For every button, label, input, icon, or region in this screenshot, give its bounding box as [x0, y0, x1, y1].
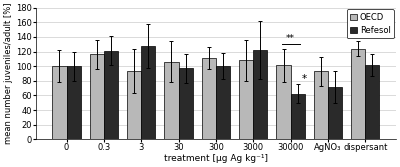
Bar	[239, 60, 253, 139]
Bar	[127, 71, 141, 139]
Y-axis label: mean number juveniles/adult [%]: mean number juveniles/adult [%]	[4, 3, 13, 144]
Bar	[164, 62, 178, 139]
Bar	[90, 54, 104, 139]
Legend: OECD, Refesol: OECD, Refesol	[347, 9, 394, 38]
Text: *: *	[302, 74, 307, 84]
Bar	[253, 50, 268, 139]
Text: **: **	[286, 35, 295, 43]
Bar	[202, 58, 216, 139]
Bar	[104, 51, 118, 139]
X-axis label: treatment [μg Ag kg⁻¹]: treatment [μg Ag kg⁻¹]	[164, 154, 268, 163]
Bar	[351, 49, 365, 139]
Bar	[178, 68, 193, 139]
Bar	[276, 65, 290, 139]
Bar	[52, 66, 66, 139]
Bar	[328, 87, 342, 139]
Bar	[141, 46, 156, 139]
Bar	[66, 66, 81, 139]
Bar	[290, 94, 305, 139]
Bar	[365, 65, 380, 139]
Bar	[216, 66, 230, 139]
Bar	[314, 71, 328, 139]
